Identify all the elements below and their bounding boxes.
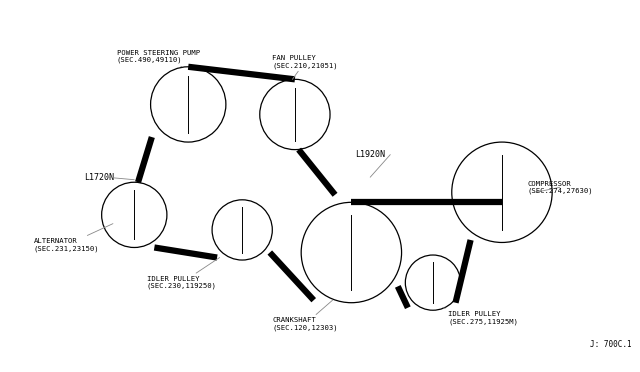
Text: IDLER PULLEY
(SEC.230,119250): IDLER PULLEY (SEC.230,119250) [147,257,220,289]
Text: J: 700C.1: J: 700C.1 [589,340,631,349]
Text: FAN PULLEY
(SEC.210,21051): FAN PULLEY (SEC.210,21051) [272,55,338,79]
Text: POWER STEERING PUMP
(SEC.490,49110): POWER STEERING PUMP (SEC.490,49110) [116,50,200,67]
Text: COMPRESSOR
(SEC.274,27630): COMPRESSOR (SEC.274,27630) [527,180,593,194]
Text: IDLER PULLEY
(SEC.275,11925M): IDLER PULLEY (SEC.275,11925M) [443,308,518,324]
Text: L1920N: L1920N [355,150,385,159]
Text: ALTERNATOR
(SEC.231,23150): ALTERNATOR (SEC.231,23150) [34,224,113,252]
Text: CRANKSHAFT
(SEC.120,12303): CRANKSHAFT (SEC.120,12303) [272,300,338,331]
Text: L1720N: L1720N [84,173,114,182]
